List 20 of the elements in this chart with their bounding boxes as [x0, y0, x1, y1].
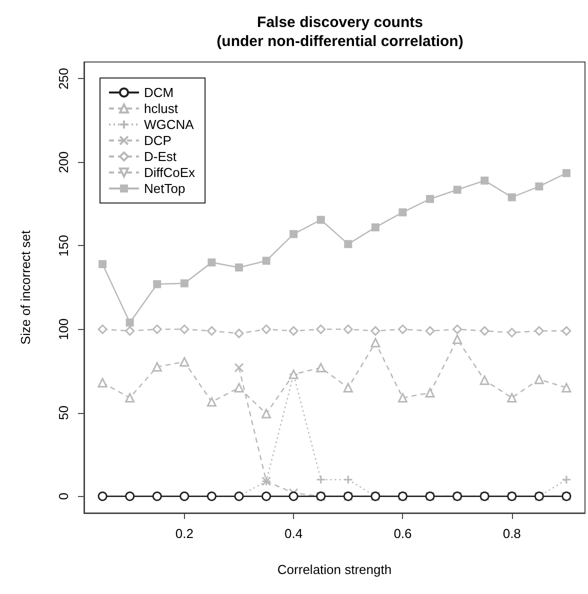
legend-label: D-Est — [144, 149, 177, 164]
x-tick-label: 0.4 — [284, 526, 303, 541]
legend-label: DCP — [144, 133, 172, 148]
y-tick-label: 50 — [56, 406, 71, 420]
legend-label: WGCNA — [144, 117, 194, 132]
legend-label: hclust — [144, 101, 178, 116]
legend-label: NetTop — [144, 181, 186, 196]
x-axis-title: Correlation strength — [277, 562, 392, 577]
legend-label: DiffCoEx — [144, 165, 196, 180]
y-tick-label: 100 — [56, 318, 71, 340]
y-axis-title: Size of incorrect set — [18, 230, 33, 345]
y-tick-label: 0 — [56, 492, 71, 500]
x-tick-label: 0.2 — [175, 526, 194, 541]
chart-title: False discovery counts (under non-differential correlation) — [216, 14, 464, 50]
y-tick-label: 250 — [56, 68, 71, 90]
legend-label: DCM — [144, 85, 174, 100]
y-tick-label: 150 — [56, 234, 71, 257]
y-tick-label: 200 — [56, 151, 71, 174]
x-tick-label: 0.8 — [502, 526, 521, 541]
x-tick-label: 0.6 — [394, 526, 412, 541]
